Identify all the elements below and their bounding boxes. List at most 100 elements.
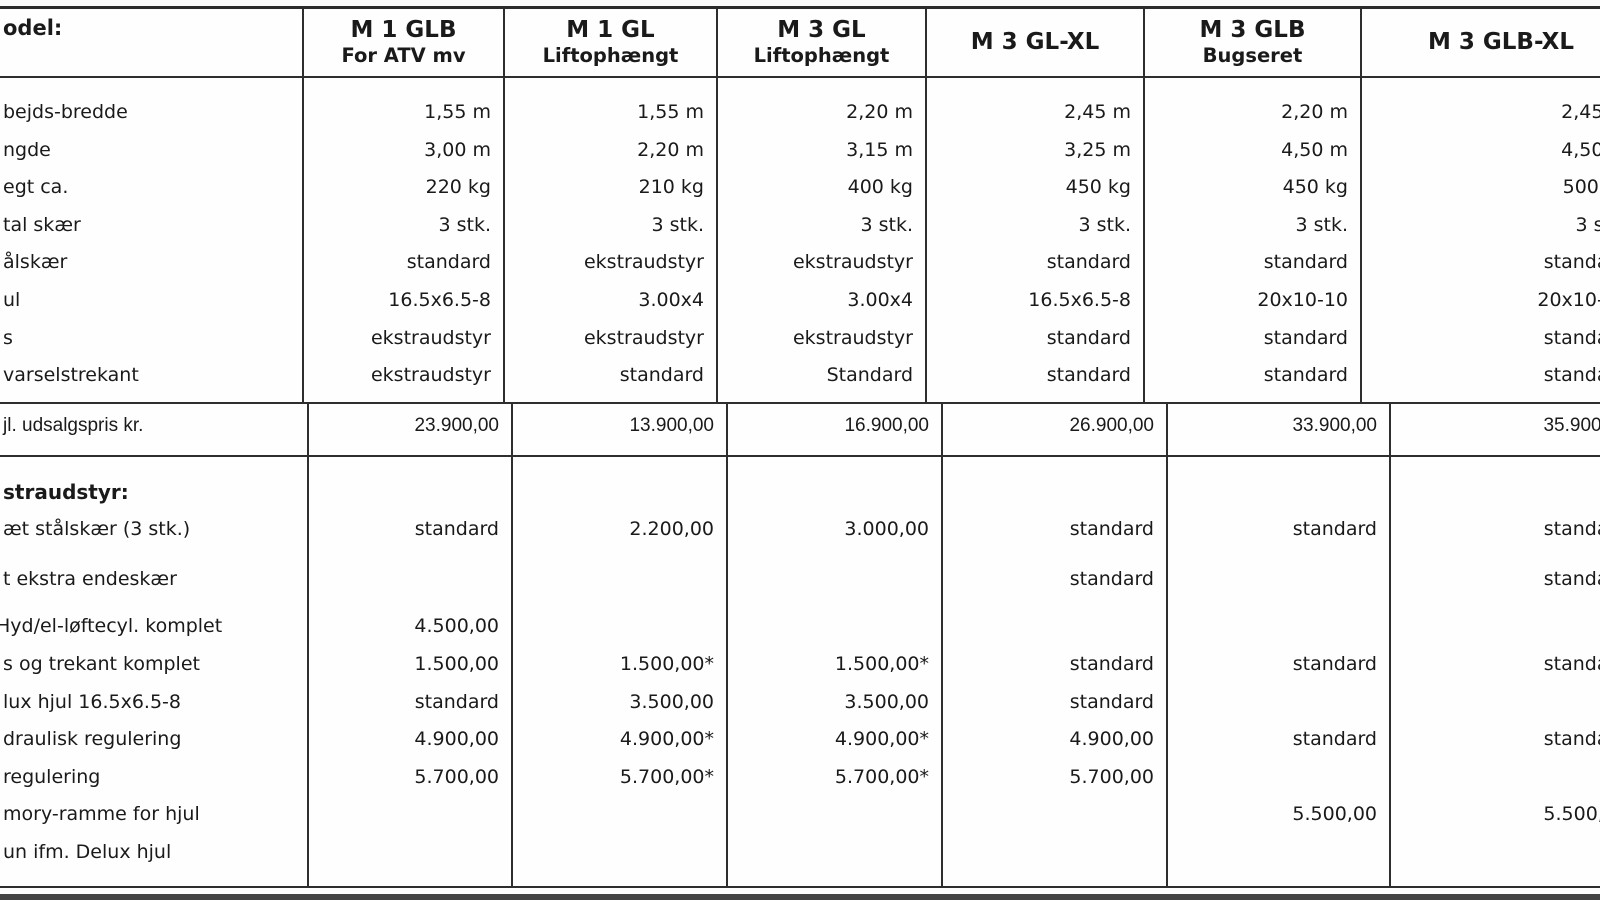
option-cell: 3.000,00 xyxy=(726,508,941,547)
option-cell: standard xyxy=(307,508,511,547)
spec-cell: 16.5x6.5-8 xyxy=(925,279,1143,317)
option-row-label: Hyd/el-løftecyl. komplet xyxy=(0,615,223,638)
spec-row-warning-triangle: varselstrekant ekstraudstyr standard Sta… xyxy=(0,354,1600,393)
option-cell: 5.700,00* xyxy=(511,756,726,794)
option-cell xyxy=(511,595,726,644)
spec-cell: standard xyxy=(925,241,1143,280)
option-cell: standard xyxy=(941,508,1166,547)
spec-cell: 210 kg xyxy=(503,166,716,205)
spec-cell: 400 kg xyxy=(716,166,925,205)
price-cell: 16.900,00 xyxy=(726,403,941,455)
column-header-m3glb: M 3 GLB Bugseret xyxy=(1143,9,1360,76)
spec-row-weight: egt ca. 220 kg 210 kg 400 kg 450 kg 450 … xyxy=(0,166,1600,205)
column-header-m1gl: M 1 GL Liftophængt xyxy=(503,9,716,76)
column-header-m3glxl: M 3 GL-XL xyxy=(925,9,1143,76)
price-cell: 35.900,00 xyxy=(1389,403,1600,455)
spec-row-wheels: ul 16.5x6.5-8 3.00x4 3.00x4 16.5x6.5-8 2… xyxy=(0,279,1600,317)
option-row-label: regulering xyxy=(3,765,101,788)
option-cell: 4.900,00 xyxy=(307,718,511,757)
option-cell: 4.900,00* xyxy=(511,718,726,757)
column-header-m1glb: M 1 GLB For ATV mv xyxy=(302,9,503,76)
spec-cell: 2,20 m xyxy=(1143,78,1360,129)
options-filler-row xyxy=(0,456,1600,471)
spec-cell: ekstraudstyr xyxy=(302,354,503,393)
option-cell: 5.700,00 xyxy=(307,756,511,794)
spec-cell: 4,50 m xyxy=(1360,129,1600,167)
spec-cell: 3 stk. xyxy=(1143,204,1360,242)
spec-cell: ekstraudstyr xyxy=(716,316,925,355)
option-cell xyxy=(511,831,726,869)
option-cell xyxy=(1389,595,1600,644)
option-cell: standard xyxy=(941,546,1166,596)
option-row-el-adjustment: regulering 5.700,00 5.700,00* 5.700,00* … xyxy=(0,756,1600,794)
option-cell: 1.500,00* xyxy=(726,643,941,681)
spec-cell: standard xyxy=(1143,316,1360,355)
options-heading-row: straudstyr: xyxy=(0,470,1600,509)
spec-row-lights: s ekstraudstyr ekstraudstyr ekstraudstyr… xyxy=(0,316,1600,355)
option-cell xyxy=(1389,680,1600,719)
option-row-label: t ekstra endeskær xyxy=(3,567,177,590)
option-cell: 3.500,00 xyxy=(726,680,941,719)
option-cell: 4.900,00 xyxy=(941,718,1166,757)
option-row-label: s og trekant komplet xyxy=(3,652,200,675)
spec-cell: 1,55 m xyxy=(503,78,716,129)
option-cell: standard xyxy=(307,680,511,719)
spec-cell: standard xyxy=(302,241,503,280)
option-cell: standard xyxy=(1166,643,1389,681)
spec-row-length: ngde 3,00 m 2,20 m 3,15 m 3,25 m 4,50 m … xyxy=(0,129,1600,167)
spec-row-width: bejds-bredde 1,55 m 1,55 m 2,20 m 2,45 m… xyxy=(0,78,1600,129)
options-filler-row xyxy=(0,868,1600,886)
spec-cell: 3,00 m xyxy=(302,129,503,167)
option-cell xyxy=(511,793,726,832)
option-cell xyxy=(1166,680,1389,719)
spec-cell: standard xyxy=(1360,354,1600,393)
spec-cell: 3 stk. xyxy=(1360,204,1600,242)
option-cell xyxy=(1389,831,1600,869)
option-cell: 1.500,00* xyxy=(511,643,726,681)
spec-cell: 2,45 m xyxy=(925,78,1143,129)
spec-filler-row xyxy=(0,392,1600,402)
spec-row-label: egt ca. xyxy=(3,176,69,199)
option-cell: 5.500,00 xyxy=(1389,793,1600,832)
option-row-hydraulic-adjustment: draulisk regulering 4.900,00 4.900,00* 4… xyxy=(0,718,1600,757)
option-cell xyxy=(941,595,1166,644)
option-cell: 3.500,00 xyxy=(511,680,726,719)
option-cell xyxy=(1166,595,1389,644)
model-label: odel: xyxy=(3,16,63,40)
spec-cell: 2,20 m xyxy=(503,129,716,167)
bottom-bar xyxy=(0,893,1600,900)
option-cell: standard xyxy=(941,680,1166,719)
option-cell: 4.500,00 xyxy=(307,595,511,644)
spec-cell: 3,25 m xyxy=(925,129,1143,167)
model-label-cell: odel: xyxy=(0,9,302,76)
spec-cell: ekstraudstyr xyxy=(302,316,503,355)
spec-cell: standard xyxy=(925,316,1143,355)
option-cell xyxy=(726,831,941,869)
spec-cell: standard xyxy=(1143,241,1360,280)
option-row-label: draulisk regulering xyxy=(3,728,182,751)
option-cell xyxy=(1166,546,1389,596)
spec-cell: 3,15 m xyxy=(716,129,925,167)
option-cell: standard xyxy=(1166,718,1389,757)
spec-cell: 3.00x4 xyxy=(716,279,925,317)
spec-cell: 3 stk. xyxy=(302,204,503,242)
price-cell: 23.900,00 xyxy=(307,403,511,455)
option-cell xyxy=(511,546,726,596)
option-cell xyxy=(726,595,941,644)
spec-cell: 3 stk. xyxy=(925,204,1143,242)
spec-row-label: ålskær xyxy=(3,251,68,274)
spec-row-label: ul xyxy=(3,288,21,311)
column-header-m3gl: M 3 GL Liftophængt xyxy=(716,9,925,76)
spec-cell: 20x10-10 xyxy=(1360,279,1600,317)
spec-cell: standard xyxy=(1360,241,1600,280)
spec-cell: ekstraudstyr xyxy=(716,241,925,280)
spec-cell: standard xyxy=(925,354,1143,393)
spec-cell: 450 kg xyxy=(925,166,1143,205)
spec-cell: ekstraudstyr xyxy=(503,316,716,355)
option-cell: 4.900,00* xyxy=(726,718,941,757)
option-cell: standard xyxy=(1389,643,1600,681)
option-cell xyxy=(307,831,511,869)
option-cell xyxy=(726,793,941,832)
price-cell: 13.900,00 xyxy=(511,403,726,455)
